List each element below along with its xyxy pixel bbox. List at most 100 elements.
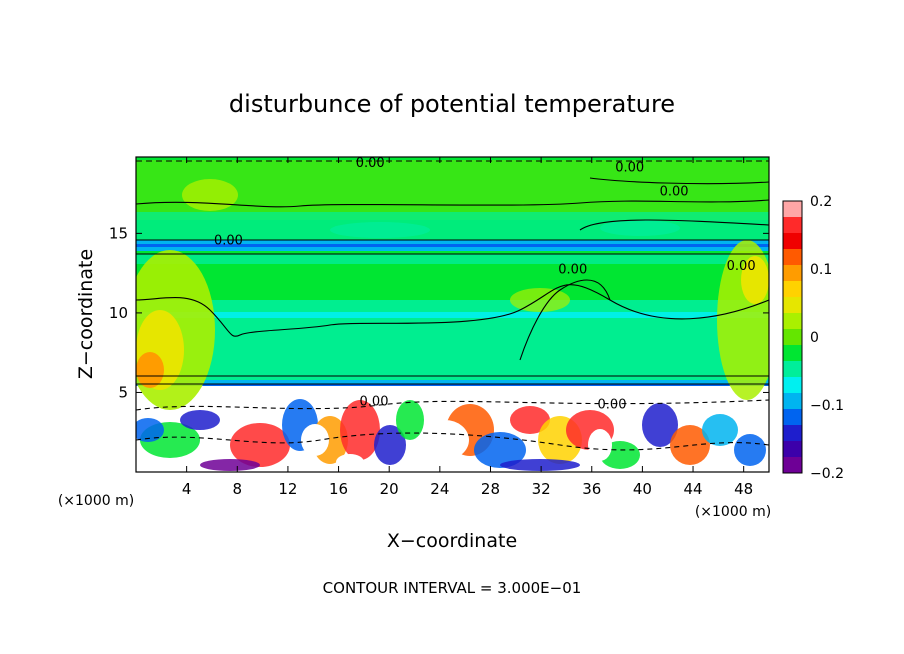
colorbar-swatch: [783, 297, 802, 314]
field-band: [136, 240, 769, 244]
field-patch: [600, 220, 680, 236]
colorbar-tick-label: 0.2: [810, 194, 832, 210]
field-band: [136, 247, 769, 251]
potential-temperature-field: [136, 160, 769, 472]
plot-area: 0.00 0.00 0.00 0.00 0.00 0.00 0.00 0.00: [136, 156, 769, 472]
field-patch: [136, 352, 164, 388]
field-patch: [340, 400, 380, 460]
x-tick-label: 44: [683, 480, 702, 498]
chart-title: disturbunce of potential temperature: [229, 90, 675, 118]
plot-frame: [135, 156, 770, 473]
x-tick-label: 20: [380, 480, 399, 498]
contour-lines: [136, 160, 769, 451]
field-patch: [230, 423, 290, 467]
colorbar-swatch: [783, 361, 802, 378]
field-patch: [301, 424, 329, 456]
colorbar-swatch: [783, 409, 802, 426]
z-axis-label: Z−coordinate: [75, 249, 97, 379]
field-patch: [588, 429, 612, 461]
contour-label: 0.00: [558, 262, 587, 277]
colorbar-frame: [782, 200, 803, 474]
x-tick-label: 16: [329, 480, 348, 498]
field-patch: [136, 418, 164, 442]
z-axis: 5 10 15: [109, 224, 769, 401]
x-unit-label-left: (×1000 m): [58, 493, 134, 509]
colorbar-swatch: [783, 265, 802, 282]
field-patch: [500, 459, 580, 471]
contour-line: [579, 219, 769, 231]
x-tick-label: 28: [481, 480, 500, 498]
field-band: [136, 160, 769, 220]
colorbar-swatch: [783, 249, 802, 266]
field-band: [136, 380, 769, 384]
field-band: [136, 254, 769, 264]
field-patch: [336, 454, 364, 470]
colorbar-swatch: [783, 441, 802, 458]
contour-line: [589, 177, 769, 185]
colorbar-tick-label: 0: [810, 330, 819, 346]
field-patch: [421, 420, 469, 460]
contour-line: [136, 399, 769, 411]
field-patch: [396, 400, 424, 440]
x-tick-label: 4: [182, 480, 192, 498]
field-patch: [734, 434, 766, 466]
z-tick-label: 5: [118, 383, 128, 401]
contour-line: [136, 199, 769, 208]
contour-line: [136, 432, 769, 451]
contour-label: 0.00: [727, 259, 756, 274]
colorbar: 0.2 0.1 0 −0.1 −0.2: [782, 194, 844, 482]
colorbar-swatch: [783, 281, 802, 298]
colorbar-tick-label: −0.1: [810, 398, 844, 414]
colorbar-swatch: [783, 233, 802, 250]
field-patch: [474, 432, 526, 468]
z-tick-label: 10: [109, 304, 128, 322]
contour-label: 0.00: [214, 234, 243, 249]
colorbar-swatch: [783, 217, 802, 234]
field-patch: [642, 403, 678, 447]
field-patch: [702, 414, 738, 446]
contour-labels: 0.00 0.00 0.00 0.00 0.00 0.00 0.00 0.00: [214, 156, 756, 413]
colorbar-swatch: [783, 329, 802, 346]
field-patch: [180, 410, 220, 430]
x-tick-label: 8: [233, 480, 243, 498]
colorbar-swatch: [783, 425, 802, 442]
x-axis-label: X−coordinate: [387, 530, 517, 552]
colorbar-swatch: [783, 393, 802, 410]
contour-label: 0.00: [360, 394, 389, 409]
colorbar-swatch: [783, 457, 802, 474]
field-patch: [200, 459, 260, 471]
contour-label: 0.00: [615, 161, 644, 176]
field-patch: [374, 425, 406, 465]
field-patch: [330, 222, 430, 238]
x-tick-label: 48: [734, 480, 753, 498]
field-band: [136, 312, 769, 318]
field-patch: [510, 288, 570, 312]
field-patch: [182, 179, 238, 211]
x-tick-label: 24: [430, 480, 449, 498]
x-tick-label: 32: [532, 480, 551, 498]
colorbar-tick-label: −0.2: [810, 466, 844, 482]
x-tick-label: 40: [633, 480, 652, 498]
colorbar-tick-label: 0.1: [810, 262, 832, 278]
x-axis: 4 8 12 16 20 24 28 32 36 40 44 48: [182, 157, 753, 498]
x-tick-label: 12: [278, 480, 297, 498]
contour-interval-note: CONTOUR INTERVAL = 3.000E−01: [323, 579, 582, 597]
contour-label: 0.00: [660, 184, 689, 199]
field-patch: [670, 425, 710, 465]
contour-line: [519, 279, 611, 361]
contour-label: 0.00: [598, 398, 627, 413]
contour-label: 0.00: [356, 156, 385, 171]
field-patch: [741, 256, 769, 304]
x-unit-label-right: (×1000 m): [695, 504, 771, 520]
z-tick-label: 15: [109, 224, 128, 242]
colorbar-swatch: [783, 313, 802, 330]
field-band: [136, 244, 769, 247]
contour-line: [136, 284, 769, 337]
field-band: [136, 384, 769, 386]
colorbar-swatch: [783, 201, 802, 218]
x-tick-label: 36: [582, 480, 601, 498]
colorbar-swatch: [783, 345, 802, 362]
field-patch: [510, 406, 550, 434]
colorbar-swatch: [783, 377, 802, 394]
